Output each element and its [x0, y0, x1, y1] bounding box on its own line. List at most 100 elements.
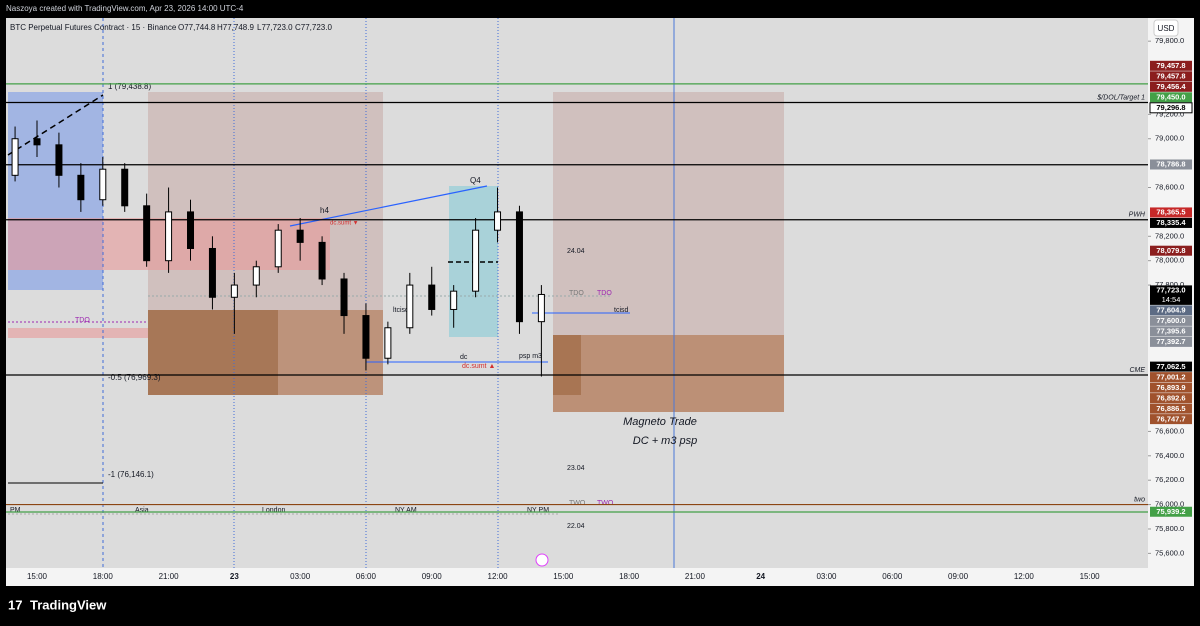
label: 1 (79,438.8)	[108, 82, 151, 91]
candle-body	[318, 241, 326, 280]
price-label	[1150, 393, 1192, 404]
label: -1 (76,146.1)	[108, 470, 154, 479]
label: dc.sumt ▲	[462, 363, 495, 370]
level-label: two	[1134, 496, 1145, 503]
label: TWO	[597, 500, 614, 507]
price-label	[1150, 245, 1192, 256]
price-label	[1150, 71, 1192, 82]
price-label	[1150, 382, 1192, 393]
event-icon[interactable]	[535, 553, 549, 567]
price-label-text: 79,296.8	[1156, 103, 1185, 112]
price-tick-label: 76,400.0	[1155, 451, 1184, 460]
label: TDO	[597, 290, 612, 297]
price-label-text: 78,786.8	[1156, 160, 1185, 169]
time-label: 12:00	[488, 572, 509, 581]
label: ltcisd	[393, 307, 409, 314]
price-tick-label: 78,200.0	[1155, 231, 1184, 240]
currency-button[interactable]	[1153, 19, 1179, 37]
zone	[8, 328, 148, 338]
candle-body	[494, 211, 502, 231]
time-label: 15:00	[1080, 572, 1101, 581]
candle-body	[252, 266, 260, 286]
price-label	[1150, 372, 1192, 383]
level-label: PWH	[1129, 212, 1146, 219]
price-label-text: 76,886.5	[1156, 404, 1185, 413]
time-label: 15:00	[553, 572, 574, 581]
price-label	[1150, 159, 1192, 170]
candle-body	[296, 229, 304, 243]
time-axis	[6, 568, 1194, 586]
label: tcisd	[614, 307, 629, 314]
session-label: NY AM	[395, 507, 417, 514]
label: TWO	[569, 500, 586, 507]
candle-body	[208, 247, 216, 298]
price-label-text: 77,600.0	[1156, 316, 1185, 325]
trade-note: DC + m3 psp	[633, 435, 698, 447]
time-label: 03:00	[290, 572, 311, 581]
price-label	[1150, 414, 1192, 425]
time-label: 03:00	[816, 572, 837, 581]
price-label	[1150, 326, 1192, 337]
price-tick-label: 79,000.0	[1155, 134, 1184, 143]
candle-body	[274, 229, 282, 268]
label: TDO	[75, 317, 90, 324]
time-label: 18:00	[619, 572, 640, 581]
price-tick-label: 76,000.0	[1155, 500, 1184, 509]
price-label	[1150, 285, 1192, 305]
price-tick-label: 76,200.0	[1155, 475, 1184, 484]
price-label	[1150, 336, 1192, 347]
price-label-text: 78,335.4	[1156, 218, 1186, 227]
ohlc: O77,744.8	[178, 23, 216, 32]
price-label	[1150, 92, 1192, 103]
zone	[148, 310, 278, 395]
time-label: 09:00	[422, 572, 443, 581]
label: 24.04	[567, 248, 585, 255]
time-label: 06:00	[356, 572, 377, 581]
price-label-text: 79,457.8	[1156, 61, 1185, 70]
price-label-text: 78,079.8	[1156, 246, 1185, 255]
label: 23.04	[567, 465, 585, 472]
time-label: 24	[756, 572, 765, 581]
time-label: 15:00	[27, 572, 48, 581]
ohlc: C77,723.0	[295, 23, 332, 32]
session-label: London	[262, 507, 285, 514]
price-label-text: 79,456.4	[1156, 82, 1186, 91]
price-label	[1150, 81, 1192, 92]
price-label	[1150, 403, 1192, 414]
annotations: 1 (79,438.8) -0.5 (76,969.3) -1 (76,146.…	[10, 82, 697, 530]
price-tick-label: 77,800.0	[1155, 280, 1184, 289]
price-label-text: 76,892.6	[1156, 393, 1185, 402]
candle-body	[55, 144, 63, 176]
time-label: 21:00	[685, 572, 706, 581]
price-tick-label: 75,800.0	[1155, 524, 1184, 533]
price-label	[1150, 361, 1192, 372]
currency[interactable]: USD	[1158, 24, 1175, 33]
price-label	[1150, 217, 1192, 228]
price-label-text: 76,893.9	[1156, 383, 1185, 392]
candle-body	[121, 168, 129, 207]
price-tick-label: 75,600.0	[1155, 548, 1184, 557]
ohlc: L77,723.0	[257, 23, 293, 32]
price-tick-label: 79,200.0	[1155, 109, 1184, 118]
candle-body	[99, 168, 107, 201]
price-label	[1150, 315, 1192, 326]
price-label-text: 79,457.8	[1156, 71, 1185, 80]
trend	[7, 94, 104, 156]
zone	[553, 335, 784, 412]
time-label: 18:00	[93, 572, 114, 581]
brand: TradingView	[30, 597, 107, 612]
candle-body	[165, 211, 173, 262]
price-label-text: 77,392.7	[1156, 337, 1185, 346]
price-tick-label: 78,600.0	[1155, 182, 1184, 191]
candle-body	[472, 229, 480, 292]
price-label-text: 77,604.9	[1156, 306, 1185, 315]
session-label: Asia	[135, 507, 149, 514]
price-label-text: 75,939.2	[1156, 507, 1185, 516]
time-label: 21:00	[159, 572, 180, 581]
price-label	[1150, 207, 1192, 218]
candle-body	[515, 211, 523, 323]
time-label: 23	[230, 572, 239, 581]
label: TDO	[569, 290, 584, 297]
legend: BTC Perpetual Futures Contract · 15 · Bi…	[10, 23, 332, 32]
